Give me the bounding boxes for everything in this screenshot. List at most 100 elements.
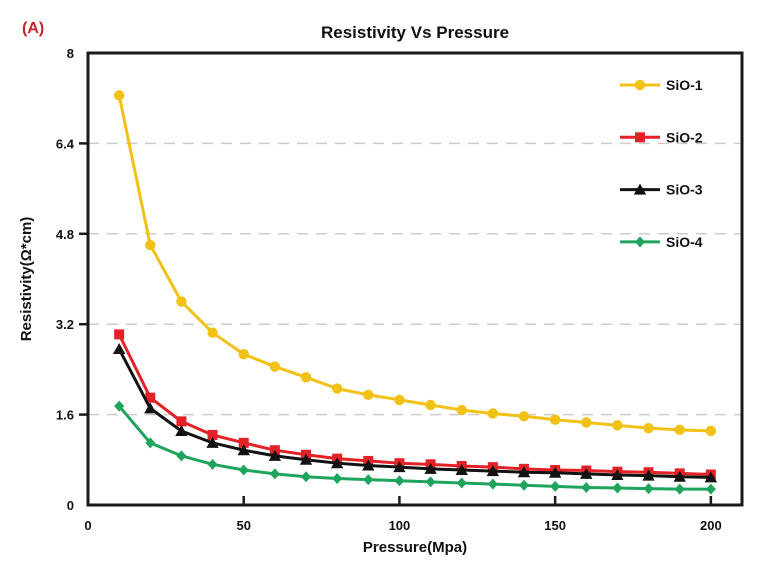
x-tick-label: 200: [700, 518, 722, 533]
y-tick-label: 1.6: [56, 408, 74, 423]
marker-diamond: [550, 480, 561, 492]
marker-triangle: [268, 449, 282, 461]
marker-triangle: [330, 457, 344, 469]
marker-circle: [634, 79, 646, 91]
series-line: [117, 404, 713, 491]
marker-circle: [331, 383, 343, 394]
series-sio-2: [114, 329, 716, 480]
marker-diamond: [176, 450, 187, 462]
series-sio-3: [112, 343, 718, 483]
legend-item-sio-1: SiO-1: [620, 77, 703, 93]
gridlines: [88, 142, 742, 416]
marker-triangle: [517, 466, 531, 478]
axis-tick-labels: 0 50 100 150 200 0 1.6 3.2 4.8 6.4 8: [56, 46, 722, 533]
y-tick-label: 0: [67, 498, 74, 513]
x-tick-label: 50: [236, 518, 250, 533]
marker-diamond: [519, 479, 529, 491]
marker-circle: [425, 399, 436, 411]
marker-triangle: [237, 444, 250, 456]
marker-diamond: [207, 458, 218, 470]
marker-triangle: [486, 465, 500, 477]
marker-circle: [549, 414, 561, 425]
marker-triangle: [206, 436, 219, 448]
marker-diamond: [674, 483, 685, 495]
marker-circle: [363, 389, 374, 401]
marker-diamond: [705, 483, 716, 495]
marker-diamond: [269, 468, 280, 480]
marker-diamond: [635, 236, 645, 248]
series-line: [117, 93, 713, 433]
marker-square: [114, 329, 125, 340]
marker-diamond: [145, 437, 156, 449]
marker-circle: [456, 404, 467, 416]
legend-label: SiO-4: [666, 234, 703, 250]
marker-circle: [207, 327, 218, 338]
plot-border: [86, 51, 744, 507]
y-tick-label: 4.8: [56, 227, 74, 242]
x-tick-label: 0: [84, 518, 91, 533]
marker-triangle: [580, 467, 593, 479]
marker-triangle: [633, 183, 647, 195]
series-line: [117, 347, 713, 479]
series-sio-1: [113, 90, 717, 437]
marker-triangle: [548, 466, 562, 478]
legend-label: SiO-2: [666, 129, 703, 145]
marker-diamond: [643, 483, 654, 495]
y-axis-label: Resistivity(Ω*cm): [18, 217, 35, 342]
marker-circle: [145, 239, 156, 251]
marker-triangle: [393, 461, 406, 473]
marker-circle: [581, 417, 592, 428]
marker-diamond: [487, 478, 498, 490]
x-axis-label: Pressure(Mpa): [363, 539, 467, 556]
legend-label: SiO-3: [666, 182, 703, 198]
marker-diamond: [363, 474, 374, 486]
series-sio-4: [114, 400, 716, 495]
y-tick-label: 8: [67, 46, 74, 61]
marker-diamond: [581, 481, 592, 493]
panel-label: (A): [22, 20, 44, 37]
marker-circle: [612, 420, 623, 431]
marker-triangle: [299, 453, 313, 465]
marker-triangle: [673, 470, 686, 482]
marker-diamond: [238, 464, 249, 476]
marker-diamond: [425, 476, 436, 488]
marker-square: [635, 132, 645, 143]
marker-square: [176, 416, 187, 427]
x-tick-label: 100: [389, 518, 411, 533]
marker-circle: [300, 372, 312, 383]
marker-triangle: [112, 343, 126, 355]
marker-square: [207, 429, 218, 440]
marker-square: [145, 392, 156, 403]
legend-label: SiO-1: [666, 77, 703, 93]
marker-circle: [487, 408, 499, 419]
marker-triangle: [642, 469, 655, 481]
marker-circle: [176, 296, 187, 307]
series-line: [117, 332, 713, 476]
legend-item-sio-3: SiO-3: [620, 182, 703, 198]
legend-item-sio-2: SiO-2: [620, 129, 703, 145]
marker-circle: [674, 424, 685, 436]
y-tick-label: 3.2: [56, 317, 74, 332]
marker-triangle: [175, 424, 188, 436]
marker-diamond: [394, 475, 405, 487]
marker-circle: [238, 348, 249, 360]
marker-diamond: [301, 471, 311, 483]
marker-circle: [643, 422, 654, 434]
marker-diamond: [332, 472, 343, 484]
marker-circle: [394, 394, 405, 406]
marker-triangle: [704, 471, 718, 483]
legend: SiO-1 SiO-2 SiO-3 SiO-4: [620, 77, 703, 250]
marker-diamond: [456, 477, 467, 489]
marker-triangle: [144, 402, 157, 414]
marker-triangle: [611, 469, 624, 481]
marker-triangle: [424, 462, 437, 474]
marker-circle: [705, 425, 717, 437]
x-tick-label: 150: [544, 518, 566, 533]
chart-title: Resistivity Vs Pressure: [321, 23, 509, 42]
marker-circle: [113, 90, 125, 101]
data-series: [112, 90, 718, 495]
marker-triangle: [362, 459, 375, 471]
marker-circle: [518, 411, 530, 422]
